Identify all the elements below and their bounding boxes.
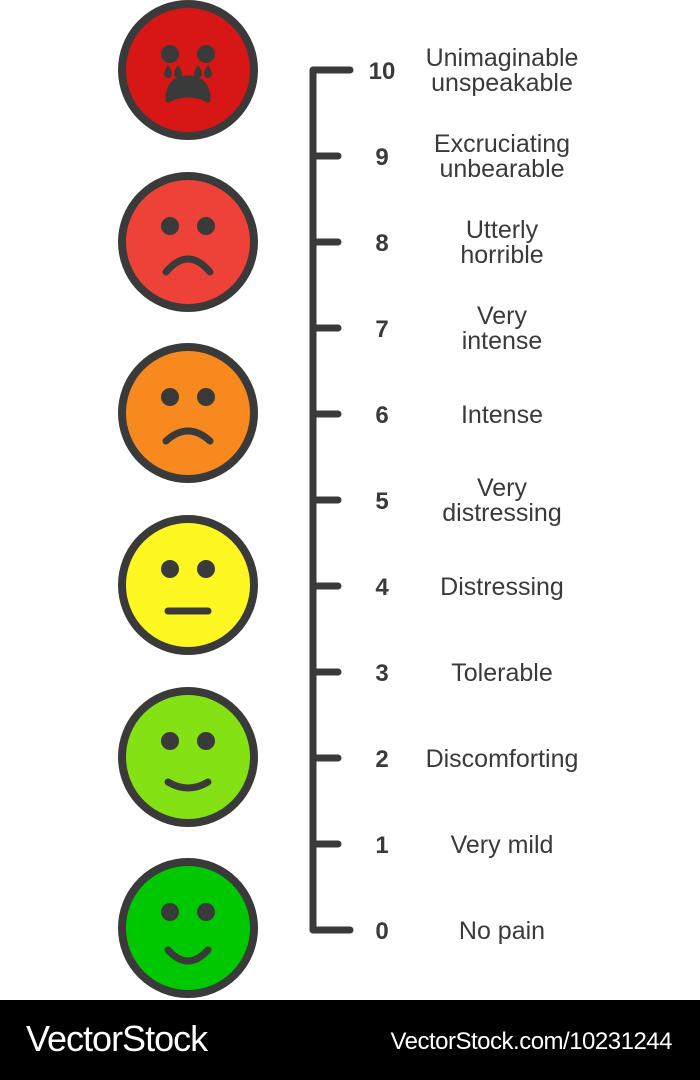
face-frown bbox=[118, 343, 258, 483]
tear-icon bbox=[174, 65, 182, 78]
eye-left bbox=[161, 732, 179, 750]
mouth bbox=[164, 778, 212, 792]
tear-icon bbox=[194, 65, 202, 78]
eye-right bbox=[197, 560, 215, 578]
pain-scale-diagram: 0 No pain 1 Very mild 2 Discomforting 3 Tolerab… bbox=[118, 0, 579, 998]
tick-number: 5 bbox=[375, 488, 388, 515]
face-circle bbox=[118, 687, 258, 827]
level-label: Distressing bbox=[440, 573, 564, 601]
face-circle bbox=[118, 172, 258, 312]
tick-number: 8 bbox=[375, 230, 388, 257]
mouth bbox=[165, 75, 211, 103]
level-label: Discomforting bbox=[426, 745, 579, 773]
level-label: unbearable bbox=[439, 155, 564, 183]
tick-number: 9 bbox=[375, 144, 388, 171]
level-label: distressing bbox=[442, 499, 562, 527]
eye-left bbox=[161, 388, 179, 406]
tick-number: 10 bbox=[369, 58, 396, 85]
face-circle bbox=[118, 343, 258, 483]
level-label: Tolerable bbox=[451, 659, 552, 687]
mouth bbox=[162, 255, 214, 276]
tick-number: 7 bbox=[375, 316, 388, 343]
face-neutral bbox=[118, 515, 258, 655]
watermark-url: VectorStock.com/10231244 bbox=[390, 1028, 672, 1055]
tick-number: 6 bbox=[375, 402, 388, 429]
scale-bar: 0 No pain 1 Very mild 2 Discomforting 3 Tolerab… bbox=[309, 44, 579, 945]
scale-level-1: 1 Very mild bbox=[312, 831, 554, 859]
tear-icon bbox=[204, 65, 212, 78]
scale-level-2: 2 Discomforting bbox=[312, 745, 579, 773]
watermark-footer: VectorStock VectorStock.com/10231244 bbox=[0, 1000, 700, 1080]
level-label: Very bbox=[477, 474, 528, 502]
level-label: Excruciating bbox=[434, 130, 570, 158]
scale-level-0: 0 No pain bbox=[309, 917, 545, 945]
level-label: Intense bbox=[461, 401, 543, 429]
faces-column bbox=[118, 0, 258, 998]
face-sad bbox=[118, 172, 258, 312]
eye-right bbox=[197, 732, 215, 750]
eye-right bbox=[197, 217, 215, 235]
face-slight-smile bbox=[118, 687, 258, 827]
face-circle bbox=[118, 515, 258, 655]
brand-logo: VectorStock bbox=[26, 1018, 208, 1059]
level-label: intense bbox=[462, 327, 543, 355]
level-label: Utterly bbox=[466, 216, 539, 244]
level-label: Very mild bbox=[451, 831, 554, 859]
scale-level-4: 4 Distressing bbox=[312, 573, 564, 601]
eye-left bbox=[161, 560, 179, 578]
tear-icon bbox=[164, 65, 172, 78]
face-circle bbox=[118, 858, 258, 998]
face-crying bbox=[118, 0, 258, 140]
tick-number: 0 bbox=[375, 918, 388, 945]
level-label: horrible bbox=[460, 241, 543, 269]
eye-right bbox=[197, 388, 215, 406]
eye-left bbox=[161, 45, 179, 63]
eye-right bbox=[197, 45, 215, 63]
level-label: No pain bbox=[459, 917, 545, 945]
level-label: Very bbox=[477, 302, 528, 330]
eye-right bbox=[197, 903, 215, 921]
eye-left bbox=[161, 217, 179, 235]
tick-number: 4 bbox=[375, 574, 389, 601]
mouth bbox=[162, 427, 214, 445]
face-smile bbox=[118, 858, 258, 998]
mouth bbox=[164, 946, 212, 965]
face-circle bbox=[118, 0, 258, 140]
level-label: Unimaginable bbox=[426, 44, 579, 72]
tick-number: 3 bbox=[375, 660, 388, 687]
scale-level-6: 6 Intense bbox=[312, 401, 543, 429]
tick-number: 1 bbox=[375, 832, 388, 859]
scale-level-3: 3 Tolerable bbox=[312, 659, 553, 687]
tick-number: 2 bbox=[375, 746, 388, 773]
level-label: unspeakable bbox=[431, 69, 573, 97]
eye-left bbox=[161, 903, 179, 921]
